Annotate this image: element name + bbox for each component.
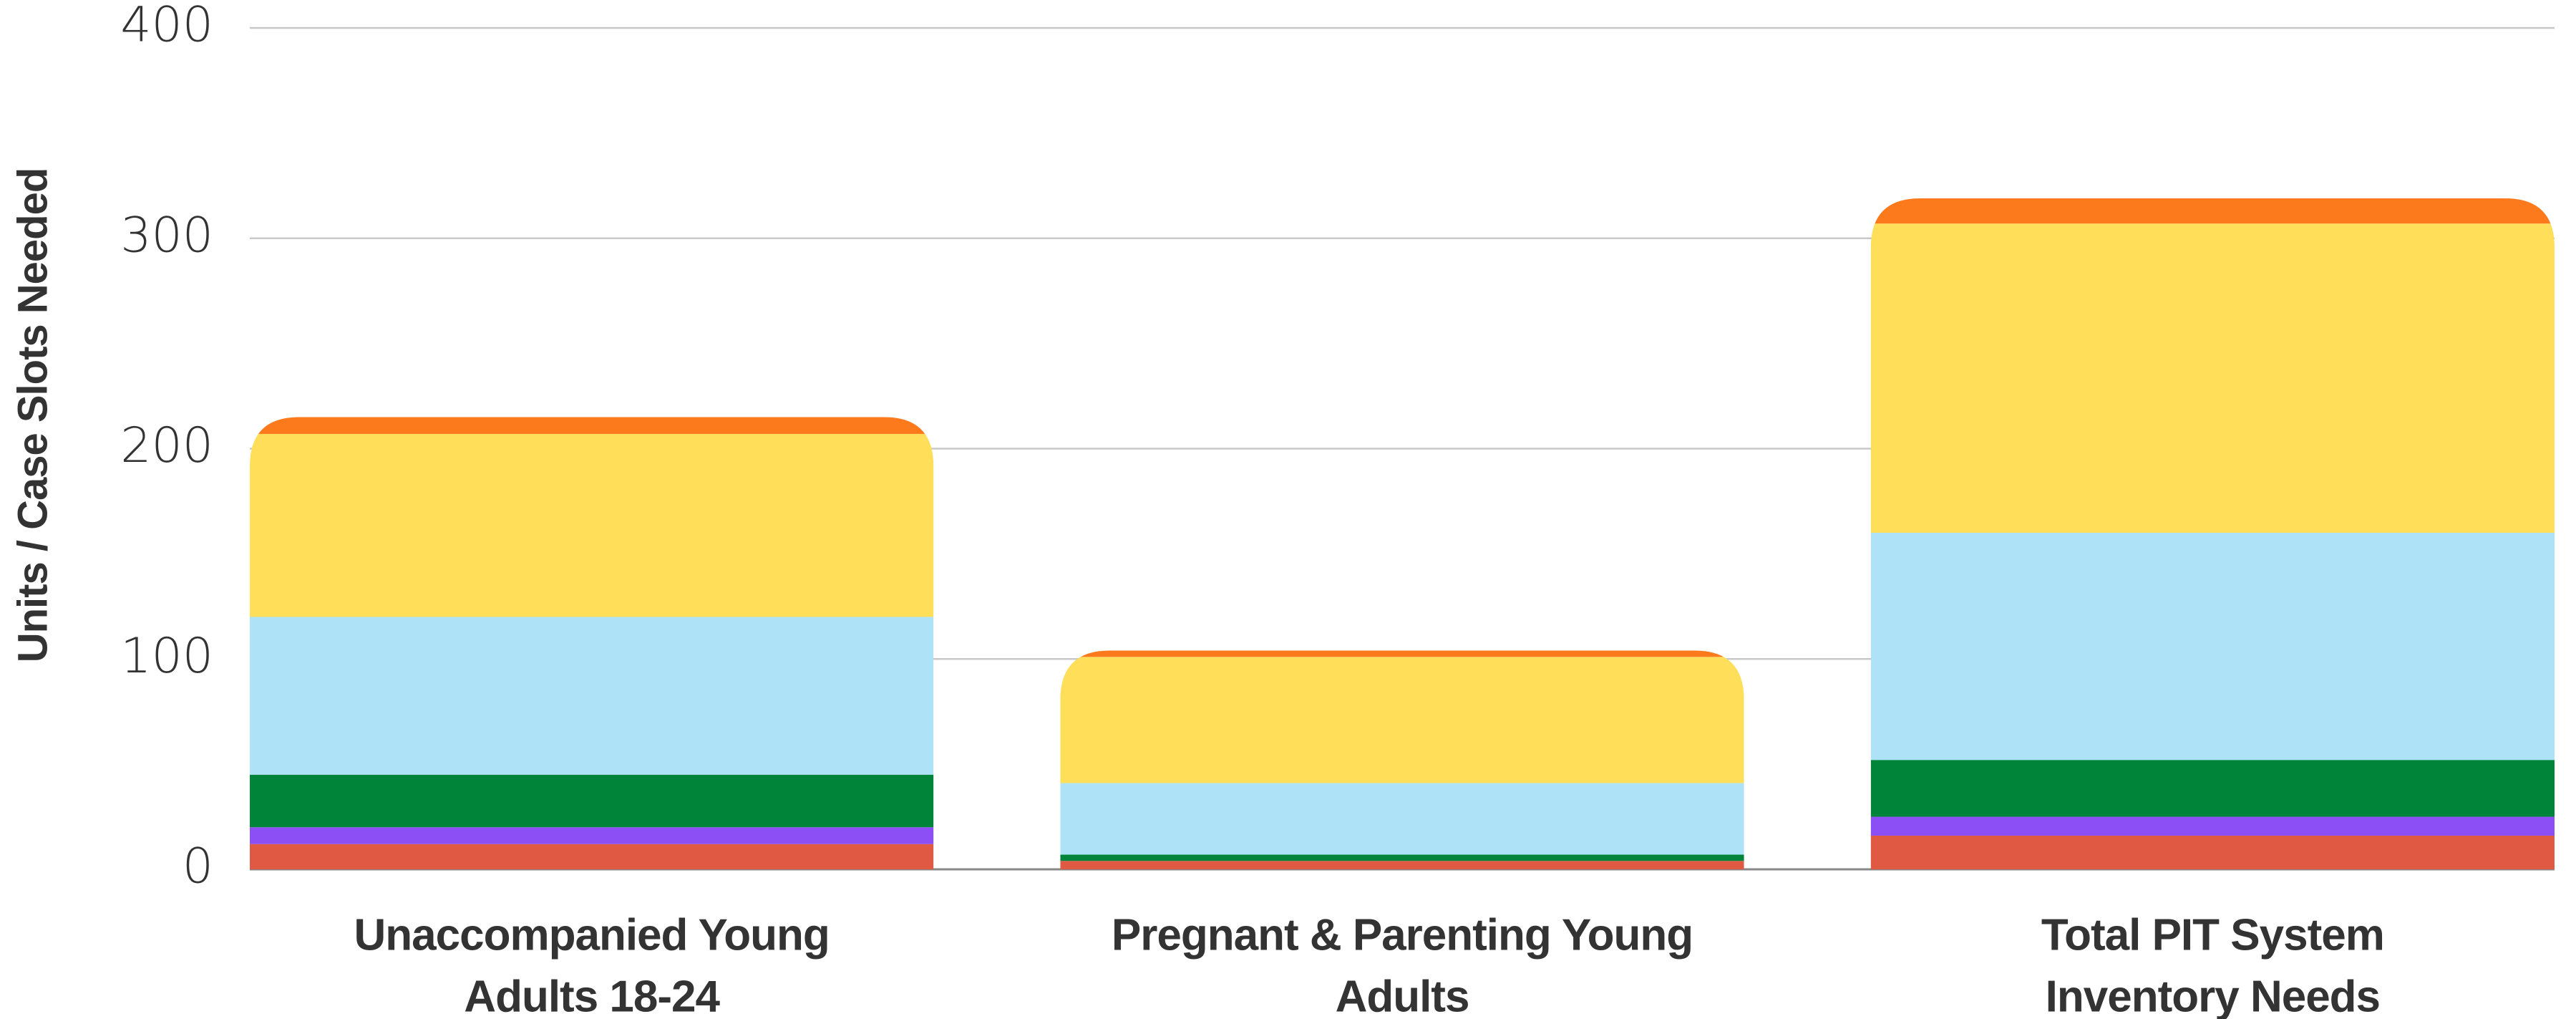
bar-segment [250, 774, 934, 828]
bar-segment [1060, 783, 1744, 855]
bar-segment [1870, 223, 2555, 533]
x-tick-label: Adults [1336, 972, 1469, 1019]
bar-segment [1870, 836, 2555, 869]
y-tick-label: 100 [120, 628, 213, 685]
bar-segment [250, 433, 934, 617]
bar-segment [1060, 861, 1744, 869]
bar-segment [1870, 198, 2555, 224]
bar-segment [1870, 760, 2555, 817]
y-axis-label: Units / Case Slots Needed [9, 168, 56, 663]
bar-segment [1060, 657, 1744, 783]
bar-stack [1870, 198, 2555, 869]
x-tick-label: Unaccompanied Young [354, 910, 830, 960]
bar-stack [250, 417, 934, 869]
bar-segment [250, 827, 934, 844]
x-tick-label: Adults 18-24 [464, 972, 720, 1019]
x-tick-label: Pregnant & Parenting Young [1112, 910, 1693, 960]
bar-stack [1060, 650, 1744, 869]
bar-segment [1060, 650, 1744, 657]
x-tick-label: Inventory Needs [2046, 972, 2380, 1019]
bar-segment [250, 617, 934, 775]
y-tick-label: 400 [120, 0, 213, 54]
bar-segment [1870, 533, 2555, 760]
bar-segment [1060, 854, 1744, 861]
bar-segment [1870, 816, 2555, 836]
bar-segment [250, 844, 934, 869]
bar-segment [250, 417, 934, 434]
x-tick-label: Total PIT System [2041, 910, 2384, 960]
y-tick-label: 0 [183, 839, 213, 895]
y-tick-label: 300 [120, 207, 213, 264]
y-tick-label: 200 [120, 417, 213, 474]
